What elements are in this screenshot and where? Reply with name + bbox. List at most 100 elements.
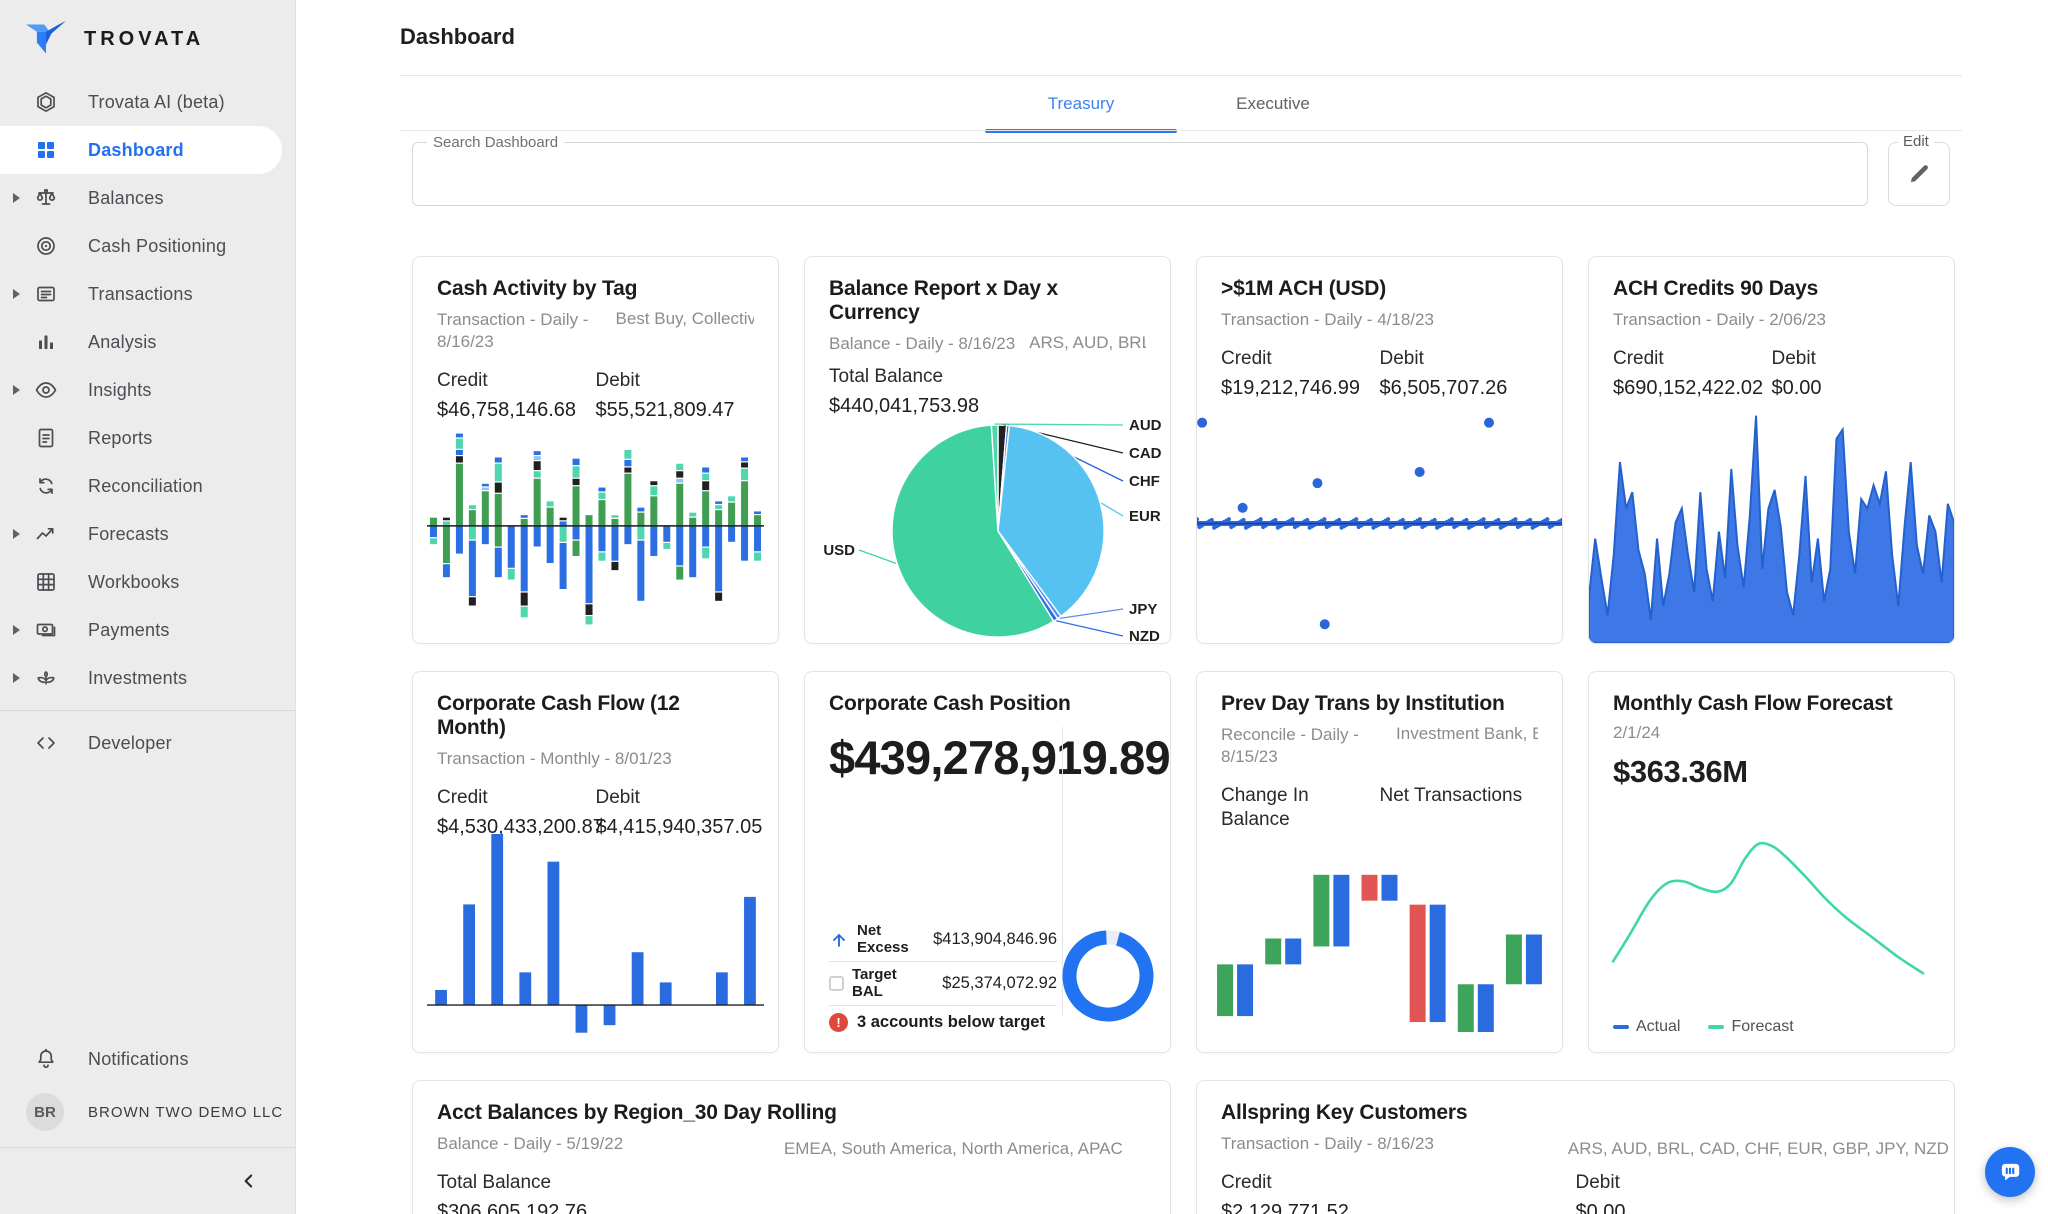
sidebar-item-developer[interactable]: Developer <box>0 719 295 767</box>
chat-launcher-button[interactable] <box>1985 1147 2035 1197</box>
edit-button-label: Edit <box>1898 133 1934 150</box>
sidebar-item-dashboard[interactable]: Dashboard <box>0 126 282 174</box>
expand-caret-icon[interactable] <box>13 625 20 635</box>
pie-label-eur: EUR <box>1129 508 1161 525</box>
credit-value: $690,152,422.02 <box>1613 376 1764 399</box>
dashboard-tabs: Treasury Executive <box>985 76 1369 133</box>
expand-caret-icon[interactable] <box>13 529 20 539</box>
debit-value: $55,521,809.47 <box>595 398 735 421</box>
logo-text: TROVATA <box>84 27 205 50</box>
ach-scatter-chart <box>1197 407 1562 631</box>
widget-title: Acct Balances by Region_30 Day Rolling <box>437 1101 837 1124</box>
widget-monthly-cash-flow-forecast[interactable]: Monthly Cash Flow Forecast 2/1/24 $363.3… <box>1588 671 1955 1053</box>
search-input[interactable] <box>429 151 1851 197</box>
debit-label: Debit <box>595 370 640 392</box>
sidebar-item-cash-positioning[interactable]: Cash Positioning <box>0 222 295 270</box>
monthly-bar-chart <box>427 832 764 1038</box>
debit-value: $4,415,940,357.05 <box>595 815 763 838</box>
widget-prev-day-trans[interactable]: Prev Day Trans by Institution Reconcile … <box>1196 671 1563 1053</box>
sidebar-item-payments[interactable]: Payments <box>0 606 295 654</box>
sidebar-item-transactions[interactable]: Transactions <box>0 270 295 318</box>
sidebar-item-balances[interactable]: Balances <box>0 174 295 222</box>
widget-corporate-cash-flow[interactable]: Corporate Cash Flow (12 Month) Transacti… <box>412 671 779 1053</box>
workbooks-icon <box>37 573 55 591</box>
widget-balance-report-currency[interactable]: Balance Report x Day x Currency Balance … <box>804 256 1171 644</box>
checkbox-icon <box>829 976 844 991</box>
chat-icon <box>2001 1163 2020 1181</box>
currency-pie-chart: CAD CHF EUR JPY NZD USD AUD <box>805 383 1170 643</box>
sidebar-item-trovata-ai[interactable]: Trovata AI (beta) <box>0 78 295 126</box>
widget-tags: ARS, AUD, BRL, CAD, CHF, EUR, GBP, JPY, … <box>1567 1139 1949 1158</box>
sidebar-item-insights[interactable]: Insights <box>0 366 295 414</box>
widget-title: ACH Credits 90 Days <box>1613 277 1819 300</box>
tab-executive[interactable]: Executive <box>1236 93 1310 113</box>
widget-corporate-cash-position[interactable]: Corporate Cash Position $439,278,919.89 … <box>804 671 1171 1053</box>
forecasts-icon <box>36 527 54 540</box>
edit-button[interactable]: Edit <box>1888 133 1950 206</box>
logo[interactable]: TROVATA <box>0 0 295 78</box>
sidebar-item-notifications[interactable]: Notifications <box>0 1035 295 1083</box>
credit-value: $46,758,146.68 <box>437 398 577 421</box>
widget-title: Cash Activity by Tag <box>437 277 638 300</box>
pencil-icon <box>1910 165 1928 183</box>
pie-slice-usd <box>891 424 1055 638</box>
expand-caret-icon[interactable] <box>13 385 20 395</box>
credit-label: Credit <box>437 370 488 392</box>
widget-title: Prev Day Trans by Institution <box>1221 692 1505 715</box>
pie-label-nzd: NZD <box>1129 628 1160 641</box>
credit-label: Credit <box>1221 348 1272 370</box>
total-balance-value: $440,041,753.98 <box>829 394 980 417</box>
expand-caret-icon[interactable] <box>13 673 20 683</box>
tab-treasury[interactable]: Treasury <box>985 76 1177 133</box>
analysis-icon <box>39 335 53 349</box>
sidebar-item-forecasts[interactable]: Forecasts <box>0 510 295 558</box>
widget-acct-balances-by-region[interactable]: Acct Balances by Region_30 Day Rolling B… <box>412 1080 1171 1214</box>
payments-icon <box>36 623 56 637</box>
legend-actual: Actual <box>1613 1018 1680 1036</box>
investments-icon <box>37 671 55 685</box>
pie-label-usd: USD <box>823 542 855 559</box>
sidebar-item-analysis[interactable]: Analysis <box>0 318 295 366</box>
page-title: Dashboard <box>400 24 515 49</box>
total-balance-label: Total Balance <box>829 366 944 388</box>
trovata-ai-icon <box>37 91 55 113</box>
expand-caret-icon[interactable] <box>13 289 20 299</box>
widget-title: Allspring Key Customers <box>1221 1101 1468 1124</box>
widget-subtitle: Reconcile - Daily - 8/15/23 <box>1221 725 1359 767</box>
trovata-logo-icon <box>26 20 66 54</box>
tabs-divider <box>400 130 1962 131</box>
bell-icon <box>38 1048 54 1069</box>
widget-cash-activity-by-tag[interactable]: Cash Activity by Tag Transaction - Daily… <box>412 256 779 644</box>
reconciliation-icon <box>39 477 53 495</box>
credit-label: Credit <box>1221 1172 1272 1194</box>
widget-allspring-key-customers[interactable]: Allspring Key Customers Transaction - Da… <box>1196 1080 1955 1214</box>
widget-ach-credits-90-days[interactable]: ACH Credits 90 Days Transaction - Daily … <box>1588 256 1955 644</box>
credit-value: $4,530,433,200.87 <box>437 815 604 838</box>
widget-title: >$1M ACH (USD) <box>1221 277 1387 300</box>
change-in-balance-label: Change In Balance <box>1221 785 1309 830</box>
waterfall-chart <box>1211 837 1548 1036</box>
sidebar-collapse[interactable] <box>0 1148 295 1214</box>
sidebar-item-workbooks[interactable]: Workbooks <box>0 558 295 606</box>
pie-slice-eur <box>997 424 1105 618</box>
alert-icon: ! <box>829 1013 848 1032</box>
legend-dash-actual <box>1613 1025 1629 1029</box>
sidebar-item-investments[interactable]: Investments <box>0 654 295 702</box>
debit-label: Debit <box>595 787 640 809</box>
cash-position-donut <box>1062 930 1154 1022</box>
widget-subtitle: Transaction - Monthly - 8/01/23 <box>437 749 672 768</box>
sidebar-item-reconciliation[interactable]: Reconciliation <box>0 462 295 510</box>
sidebar: TROVATA Trovata AI (beta) Dashboard Bala… <box>0 0 296 1214</box>
expand-caret-icon[interactable] <box>13 193 20 203</box>
widget-1m-ach-usd[interactable]: >$1M ACH (USD) Transaction - Daily - 4/1… <box>1196 256 1563 644</box>
pie-label-chf: CHF <box>1129 473 1160 490</box>
widget-subtitle: Transaction - Daily - 2/06/23 <box>1613 310 1826 329</box>
widget-tags: EMEA, South America, North America, APAC <box>783 1139 1123 1158</box>
widget-tags: Investment Bank, Bar... <box>1396 724 1538 743</box>
ach-area-chart <box>1589 407 1954 643</box>
sidebar-item-account[interactable]: BR BROWN TWO DEMO LLC <box>0 1083 295 1141</box>
widgets-grid: Cash Activity by Tag Transaction - Daily… <box>412 256 1955 1214</box>
total-balance-value: $306,605,192.76 <box>437 1200 588 1214</box>
sidebar-item-reports[interactable]: Reports <box>0 414 295 462</box>
